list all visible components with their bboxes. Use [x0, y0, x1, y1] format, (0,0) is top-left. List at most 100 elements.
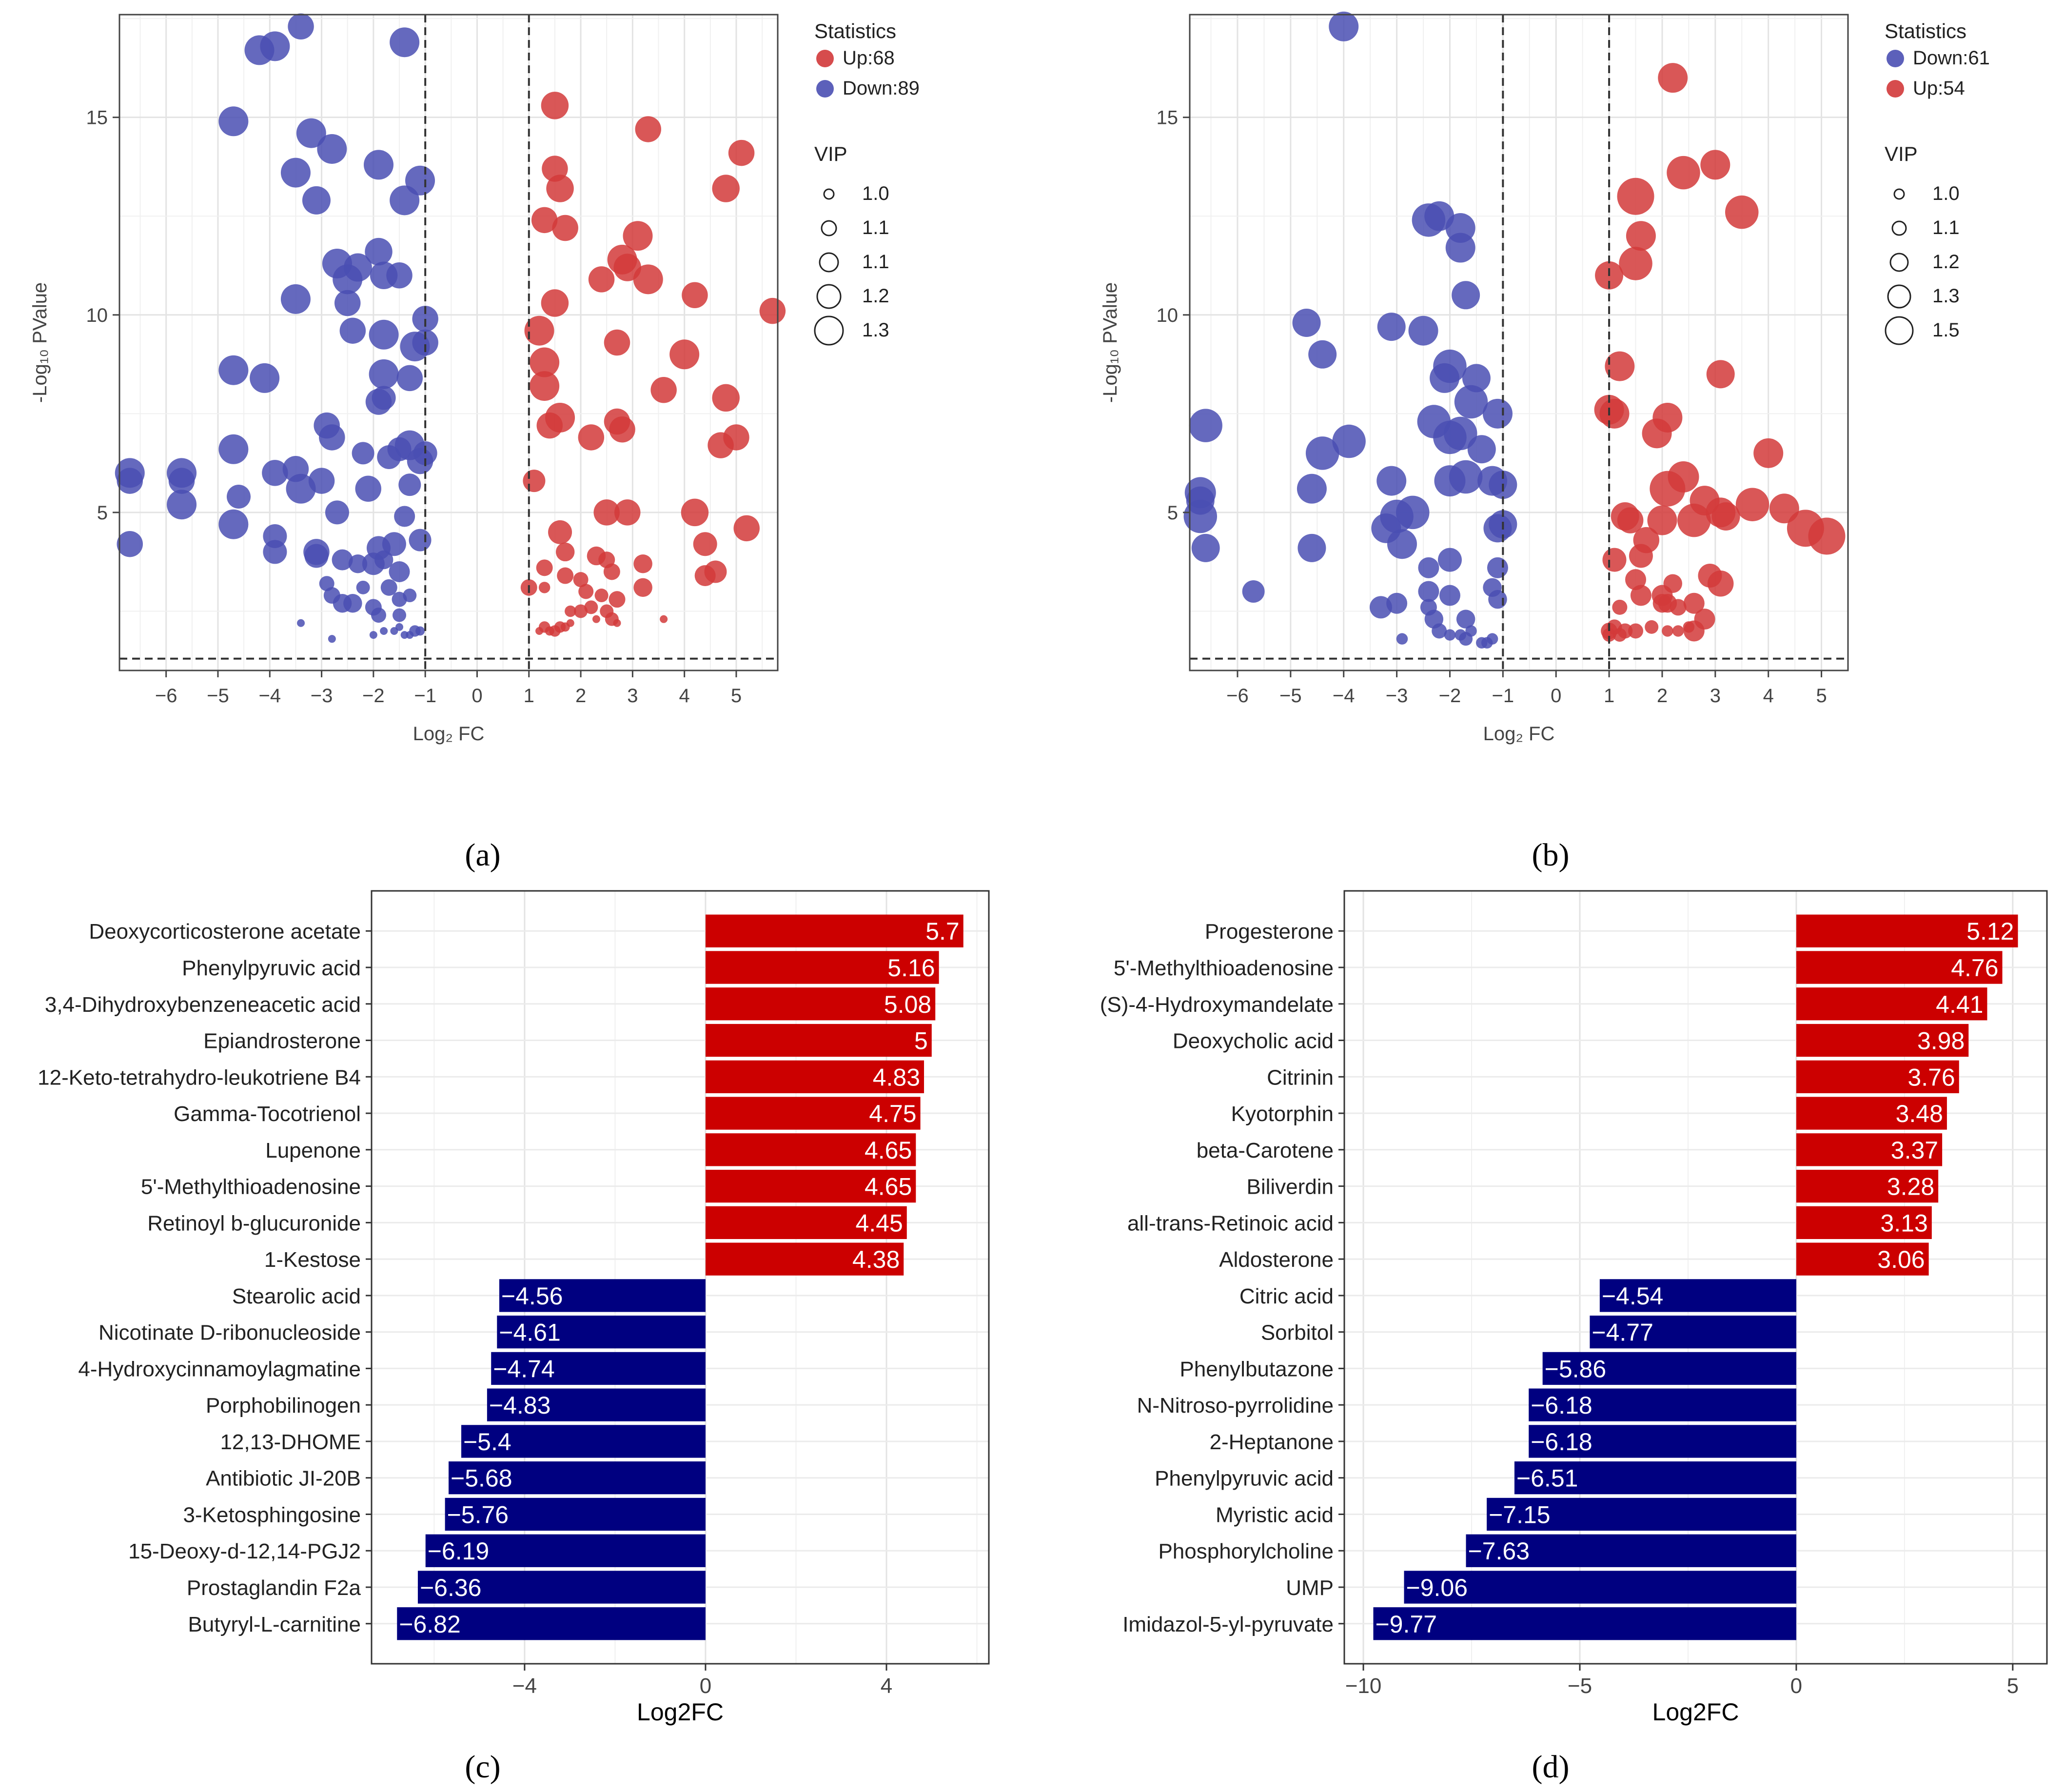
panel-a-volcano-plot: −6 −5 −4 −3 −2 −1 0 1 2 3 4 5 5 10 15 Log₂ FC -Log₁₀ P…	[29, 13, 920, 745]
down-regulated-point	[412, 329, 438, 356]
panel-a-legend-up-swatch	[816, 50, 834, 67]
down-regulated-bar	[1529, 1388, 1796, 1421]
panel-c-caption: (c)	[465, 1749, 500, 1785]
bar-value-label: −7.15	[1489, 1501, 1551, 1528]
down-regulated-point	[332, 549, 353, 571]
y-tick-label: 5	[97, 502, 108, 524]
up-regulated-point	[1617, 177, 1654, 215]
x-tick-label: 0	[1790, 1674, 1802, 1698]
up-regulated-point	[548, 520, 572, 544]
panel-b-caption: (b)	[1532, 837, 1570, 873]
down-regulated-bar	[417, 1571, 706, 1604]
down-regulated-bar	[1590, 1316, 1796, 1349]
bar-value-label: −6.18	[1531, 1428, 1592, 1456]
down-regulated-point	[1443, 416, 1477, 451]
down-regulated-point	[1459, 632, 1473, 646]
down-regulated-point	[371, 608, 386, 623]
down-regulated-point	[396, 365, 423, 392]
down-regulated-point	[1456, 610, 1475, 629]
panel-b-legend-vip-circle	[1889, 253, 1909, 272]
up-regulated-point	[609, 416, 635, 443]
x-tick-label: −6	[155, 685, 177, 707]
category-label: Gamma-Tocotrienol	[174, 1102, 361, 1126]
panel-a-legend-vip-label: 1.0	[862, 183, 889, 204]
down-regulated-bar	[499, 1279, 706, 1312]
category-label: Aldosterone	[1219, 1248, 1334, 1272]
down-regulated-point	[302, 186, 331, 215]
down-regulated-point	[308, 468, 335, 494]
up-regulated-point	[1602, 548, 1627, 572]
bar-value-label: −4.83	[489, 1392, 551, 1419]
down-regulated-point	[389, 561, 410, 582]
up-regulated-point	[1725, 195, 1759, 229]
down-regulated-point	[325, 500, 349, 525]
down-regulated-point	[250, 363, 280, 393]
y-tick-label: 15	[1157, 107, 1179, 129]
bar-value-label: 5.12	[1966, 918, 2014, 945]
up-regulated-point	[530, 371, 560, 401]
up-regulated-point	[565, 605, 576, 617]
up-regulated-point	[536, 412, 563, 439]
down-regulated-point	[412, 306, 438, 332]
up-regulated-point	[712, 384, 740, 412]
up-regulated-point	[614, 499, 641, 526]
down-regulated-bar	[1487, 1497, 1796, 1531]
bar-value-label: −4.54	[1602, 1282, 1664, 1310]
down-regulated-point	[1387, 529, 1417, 559]
panel-b-frame	[1189, 14, 1849, 671]
category-label: Sorbitol	[1261, 1321, 1334, 1345]
bar-value-label: 3.48	[1896, 1100, 1943, 1127]
down-regulated-point	[394, 506, 415, 527]
down-regulated-point	[1376, 466, 1407, 496]
category-label: Stearolic acid	[232, 1284, 361, 1308]
up-regulated-bar	[1796, 951, 2003, 984]
up-regulated-point	[552, 215, 578, 241]
down-regulated-point	[297, 619, 305, 627]
up-regulated-point	[1612, 628, 1627, 642]
down-regulated-point	[1487, 557, 1508, 578]
down-regulated-point	[409, 529, 432, 551]
category-label: Biliverdin	[1246, 1175, 1334, 1199]
category-label: Prostaglandin F2a	[187, 1576, 361, 1600]
up-regulated-point	[1612, 599, 1628, 615]
up-regulated-point	[574, 604, 588, 618]
up-regulated-point	[660, 615, 668, 623]
panel-b-legend: Statistics Down:61 Up:54 VIP 1.0 1.1 1.2…	[1885, 20, 1990, 345]
down-regulated-bar	[1529, 1425, 1796, 1458]
up-regulated-point	[733, 515, 760, 542]
category-label: UMP	[1286, 1576, 1334, 1600]
panel-a-y-axis-label: -Log₁₀ PValue	[29, 282, 51, 403]
x-tick-label: 0	[700, 1674, 711, 1698]
down-regulated-point	[1191, 533, 1220, 562]
x-tick-label: 2	[575, 685, 586, 707]
up-regulated-bar	[1796, 914, 2018, 947]
bar-value-label: −6.36	[420, 1574, 482, 1601]
panel-b-legend-down-swatch	[1887, 50, 1904, 67]
y-tick-label: 15	[86, 107, 108, 129]
panel-a-points	[115, 13, 786, 643]
up-regulated-point	[523, 470, 546, 492]
up-regulated-point	[1683, 621, 1695, 633]
down-regulated-point	[1305, 436, 1339, 470]
bar-value-label: −4.74	[493, 1355, 555, 1382]
category-label: Kyotorphin	[1231, 1102, 1334, 1126]
down-regulated-point	[1445, 233, 1475, 263]
panel-a-legend-up-label: Up:68	[843, 47, 895, 69]
down-regulated-point	[380, 579, 397, 596]
up-regulated-bar	[705, 1024, 932, 1057]
down-regulated-point	[1329, 11, 1359, 41]
down-regulated-point	[386, 262, 413, 289]
up-regulated-point	[681, 498, 709, 527]
category-label: Phenylpyruvic acid	[1155, 1467, 1334, 1491]
category-label: Porphobilinogen	[206, 1394, 361, 1418]
bar-value-label: 4.65	[865, 1173, 912, 1201]
up-regulated-point	[535, 627, 544, 635]
panel-a-legend-vip-circle	[823, 188, 835, 200]
up-regulated-point	[1628, 623, 1644, 639]
down-regulated-point	[260, 31, 290, 61]
bar-value-label: 3.37	[1891, 1137, 1938, 1164]
category-label: Myristic acid	[1216, 1503, 1334, 1527]
down-regulated-point	[1297, 533, 1326, 562]
down-regulated-point	[363, 150, 393, 180]
down-regulated-point	[1297, 473, 1327, 504]
